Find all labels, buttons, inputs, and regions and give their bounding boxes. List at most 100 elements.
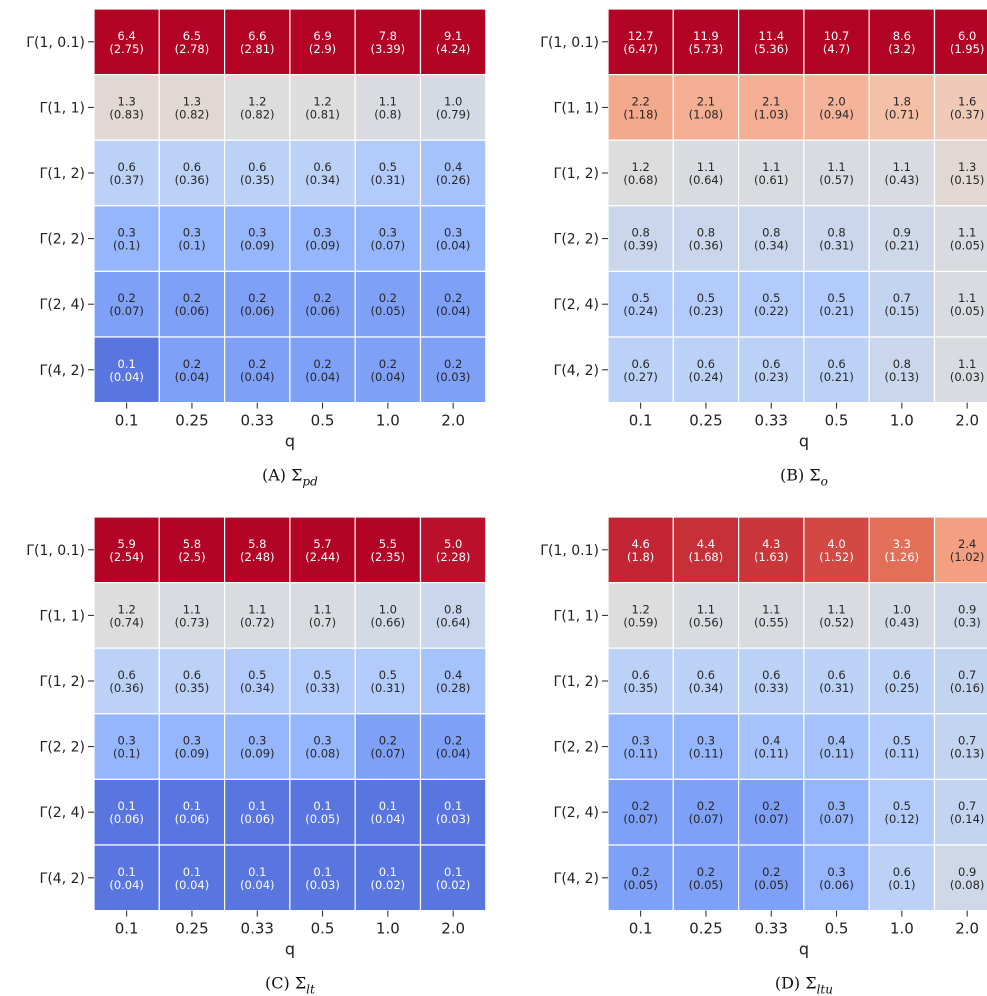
cell-value-label: 1.2 xyxy=(313,94,331,108)
heatmap-cell xyxy=(672,270,740,338)
cell-value-label: 1.2 xyxy=(118,602,136,616)
heatmap-cell xyxy=(93,336,160,404)
cell-value-label: 0.2 xyxy=(248,357,266,371)
cell-std-label: (5.73) xyxy=(689,42,724,56)
cell-value-label: 0.2 xyxy=(697,865,715,879)
heatmap-panel-d: 4.6(1.8)4.4(1.68)4.3(1.63)4.0(1.52)3.3(1… xyxy=(540,516,987,996)
cell-value-label: 6.5 xyxy=(183,29,201,43)
panel-caption: (A) Σpd xyxy=(262,466,318,489)
cell-std-label: (0.11) xyxy=(754,747,789,761)
cell-value-label: 5.5 xyxy=(379,537,397,551)
y-tick-label: Γ(4, 2) xyxy=(40,871,85,887)
cell-std-label: (0.21) xyxy=(885,239,920,253)
cell-value-label: 4.6 xyxy=(632,537,650,551)
cell-value-label: 6.0 xyxy=(958,29,976,43)
cell-value-label: 0.3 xyxy=(183,734,201,748)
heatmap-panel-b: 12.7(6.47) 11.9(5.73) 11.4(5.36) 10.7(4.7) 8… xyxy=(540,8,987,489)
x-tick-label: 0.1 xyxy=(115,412,139,430)
cell-value-label: 6.4 xyxy=(118,29,136,43)
cell-std-label: (0.05) xyxy=(305,812,340,826)
heatmap-cell xyxy=(224,516,291,584)
cell-value-label: 0.3 xyxy=(379,226,397,240)
x-tick-label: 1.0 xyxy=(376,412,400,430)
heatmap-cell xyxy=(868,205,936,273)
heatmap-cell xyxy=(289,581,356,649)
cell-std-label: (0.7) xyxy=(309,615,336,629)
cell-std-label: (1.95) xyxy=(950,42,985,56)
heatmap-cell xyxy=(868,647,936,715)
x-axis-label: q xyxy=(799,432,809,451)
cell-std-label: (0.59) xyxy=(623,615,658,629)
heatmap-cell xyxy=(803,205,870,273)
cell-value-label: 0.1 xyxy=(248,865,266,879)
cell-value-label: 0.7 xyxy=(958,734,976,748)
heatmap-cell xyxy=(224,205,291,273)
cell-std-label: (1.52) xyxy=(819,550,854,564)
cell-std-label: (0.08) xyxy=(305,747,340,761)
heatmap-cell xyxy=(93,205,160,273)
cell-std-label: (0.79) xyxy=(436,107,471,121)
cell-value-label: 4.4 xyxy=(697,537,715,551)
heatmap-cell xyxy=(868,139,936,207)
cell-value-label: 0.1 xyxy=(379,799,397,813)
y-tick-label: Γ(1, 2) xyxy=(554,166,599,182)
heatmap-cell xyxy=(93,8,160,76)
heatmap-cell xyxy=(419,139,487,207)
cell-value-label: 0.2 xyxy=(118,291,136,305)
cell-std-label: (0.15) xyxy=(885,304,920,318)
cell-std-label: (0.09) xyxy=(305,239,340,253)
cell-std-label: (0.68) xyxy=(623,173,658,187)
panel-caption: (C) Σlt xyxy=(265,974,315,996)
cell-std-label: (0.64) xyxy=(436,615,471,629)
cell-value-label: 0.5 xyxy=(827,291,845,305)
cell-std-label: (0.35) xyxy=(623,681,658,695)
cell-std-label: (0.33) xyxy=(305,681,340,695)
heatmap-cell xyxy=(158,205,226,273)
cell-value-label: 0.6 xyxy=(632,357,650,371)
heatmap-cell xyxy=(672,73,740,141)
cell-std-label: (0.36) xyxy=(109,681,144,695)
cell-std-label: (0.74) xyxy=(109,615,144,629)
cell-std-label: (0.56) xyxy=(689,615,724,629)
heatmap-cell xyxy=(737,73,805,141)
cell-value-label: 0.7 xyxy=(958,799,976,813)
cell-value-label: 0.2 xyxy=(379,734,397,748)
heatmap-cell xyxy=(93,778,160,846)
x-tick-label: 0.1 xyxy=(629,412,653,430)
cell-value-label: 0.3 xyxy=(313,734,331,748)
heatmap-cell xyxy=(419,713,487,780)
cell-std-label: (0.37) xyxy=(950,107,985,121)
heatmap-cell xyxy=(933,205,987,273)
cell-std-label: (0.24) xyxy=(623,304,658,318)
cell-std-label: (0.31) xyxy=(819,239,854,253)
heatmap-cell xyxy=(933,336,987,404)
heatmap-cell xyxy=(289,205,356,273)
cell-value-label: 4.3 xyxy=(762,537,780,551)
cell-value-label: 0.6 xyxy=(248,160,266,174)
heatmap-cell xyxy=(672,205,740,273)
cell-std-label: (0.55) xyxy=(754,615,789,629)
cell-value-label: 1.1 xyxy=(827,160,845,174)
cell-value-label: 1.3 xyxy=(958,160,976,174)
cell-std-label: (6.47) xyxy=(623,42,658,56)
cell-std-label: (0.3) xyxy=(954,615,981,629)
cell-value-label: 0.5 xyxy=(248,668,266,682)
cell-value-label: 0.9 xyxy=(893,226,911,240)
x-tick-label: 0.33 xyxy=(755,920,788,938)
heatmap-cell xyxy=(224,581,291,649)
cell-std-label: (0.06) xyxy=(240,304,275,318)
heatmap-cell xyxy=(737,205,805,273)
heatmap-cell xyxy=(158,8,226,76)
cell-std-label: (2.9) xyxy=(309,42,336,56)
cell-std-label: (0.07) xyxy=(371,239,406,253)
heatmap-cell xyxy=(158,73,226,141)
cell-value-label: 0.1 xyxy=(313,865,331,879)
cell-value-label: 0.2 xyxy=(313,291,331,305)
heatmap-cell xyxy=(737,516,805,584)
cell-std-label: (0.03) xyxy=(436,812,471,826)
cell-std-label: (0.06) xyxy=(819,878,854,892)
heatmap-cell xyxy=(354,205,422,273)
cell-value-label: 0.2 xyxy=(379,357,397,371)
cell-std-label: (0.31) xyxy=(371,173,406,187)
cell-std-label: (0.34) xyxy=(689,681,724,695)
